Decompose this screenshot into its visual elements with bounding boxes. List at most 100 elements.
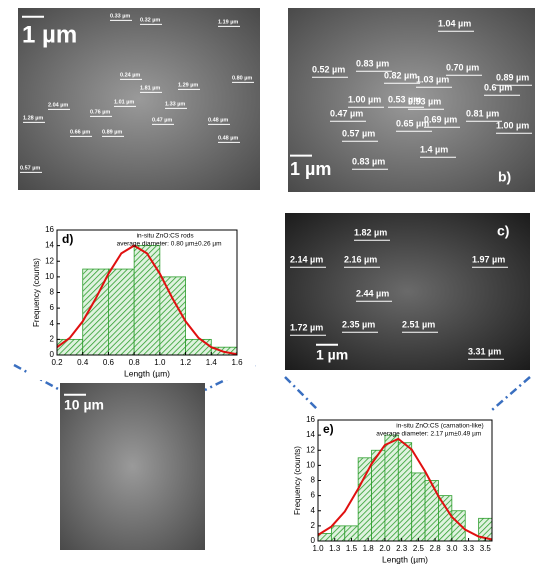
y-tick-label: 8 [311, 476, 316, 485]
annotation: average diameter: 0.80 µm±0.26 µm [117, 241, 222, 248]
x-tick-label: 0.8 [129, 358, 141, 367]
y-tick-label: 0 [50, 350, 55, 359]
y-axis-label: Frequency (counts) [293, 446, 302, 515]
x-tick-label: 1.4 [206, 358, 218, 367]
measure-label: 0.48 µm [208, 117, 228, 123]
measure-label: 0.47 µm [330, 108, 363, 118]
sem-image-d [60, 383, 205, 550]
measure-label: 0.57 µm [342, 128, 375, 138]
x-tick-label: 0.4 [77, 358, 89, 367]
y-tick-label: 8 [50, 288, 55, 297]
scale-bar-label: 1 µm [22, 21, 77, 48]
annotation: in-situ ZnO:CS rods [137, 233, 195, 240]
panel-label: c) [497, 223, 509, 239]
y-tick-label: 6 [50, 303, 55, 312]
measure-label: 2.35 µm [342, 319, 375, 329]
y-tick-label: 14 [45, 241, 54, 250]
measure-label: 0.89 µm [102, 129, 122, 135]
measure-label: 1.00 µm [496, 120, 529, 130]
histogram-bar [397, 442, 413, 542]
x-tick-label: 0.2 [51, 358, 63, 367]
x-tick-label: 1.5 [346, 544, 358, 553]
scale-bar-label: 10 µm [64, 397, 104, 413]
measure-label: 0.33 µm [110, 13, 130, 19]
measure-label: 0.6 µm [484, 82, 512, 92]
measure-label: 0.89 µm [496, 72, 529, 82]
x-tick-label: 2.8 [430, 544, 442, 553]
measure-label: 0.80 µm [232, 75, 252, 81]
sem-image-b [288, 8, 535, 192]
measure-label: 0.83 µm [352, 156, 385, 166]
histogram-bar [133, 245, 161, 356]
histogram-bar [330, 525, 346, 542]
measure-label: 0.83 µm [356, 58, 389, 68]
histogram-bar [159, 276, 186, 356]
zoom-lines [13, 363, 531, 411]
measure-label: 0.65 µm [396, 118, 429, 128]
measure-label: 0.93 µm [408, 96, 441, 106]
fit-curve [317, 437, 493, 541]
measure-label: 1.00 µm [348, 94, 381, 104]
annotation: average diameter: 2.17 µm±0.49 µm [376, 431, 481, 438]
y-tick-label: 12 [45, 256, 54, 265]
measure-label: 3.31 µm [468, 346, 501, 356]
measure-label: 0.52 µm [312, 64, 345, 74]
measure-label: 2.44 µm [356, 288, 389, 298]
x-tick-label: 1.0 [154, 358, 166, 367]
x-tick-label: 0.6 [103, 358, 115, 367]
y-tick-label: 4 [50, 319, 55, 328]
histogram-bar [384, 434, 399, 542]
measure-label: 2.14 µm [290, 254, 323, 264]
x-tick-label: 3.5 [480, 544, 492, 553]
x-tick-label: 1.6 [231, 358, 243, 367]
measure-label: 0.76 µm [90, 109, 110, 115]
measure-label: 0.57 µm [20, 165, 40, 171]
x-tick-label: 1.8 [363, 544, 375, 553]
measure-label: 1.03 µm [416, 74, 449, 84]
histogram-bar [424, 480, 439, 542]
measure-label: 0.48 µm [218, 135, 238, 141]
measure-label: 2.51 µm [402, 319, 435, 329]
annotation: in-situ ZnO:CS (carnation-like) [396, 423, 483, 430]
fit-curve [56, 244, 238, 356]
measure-label: 0.32 µm [140, 17, 160, 23]
y-tick-label: 14 [306, 430, 315, 439]
x-axis-label: Length (µm) [124, 368, 170, 378]
y-tick-label: 0 [311, 536, 316, 545]
x-tick-label: 3.0 [446, 544, 458, 553]
scale-bar-label: 1 µm [316, 347, 348, 363]
measure-label: 1.81 µm [140, 85, 160, 91]
measure-label: 0.81 µm [466, 108, 499, 118]
panel-label: d) [62, 232, 73, 246]
measure-label: 0.53 µm [388, 94, 421, 104]
measure-label: 1.82 µm [354, 227, 387, 237]
y-tick-label: 16 [45, 225, 54, 234]
y-tick-label: 2 [50, 334, 55, 343]
histogram-bar [108, 268, 135, 356]
histogram-bar [438, 495, 453, 542]
y-tick-label: 6 [311, 491, 316, 500]
measure-label: 1.97 µm [472, 254, 505, 264]
measure-label: 1.04 µm [438, 18, 471, 28]
measure-label: 0.70 µm [446, 62, 479, 72]
panel-label: e) [323, 422, 334, 436]
sem-image-a [18, 8, 260, 190]
histogram-bar [185, 338, 212, 356]
measure-label: 1.28 µm [23, 115, 43, 121]
y-axis-label: Frequency (counts) [32, 258, 41, 327]
histogram-bar [56, 338, 84, 356]
measure-label: 0.66 µm [70, 129, 90, 135]
x-tick-label: 2.3 [396, 544, 408, 553]
y-tick-label: 2 [311, 521, 316, 530]
y-tick-label: 10 [45, 272, 54, 281]
y-tick-label: 16 [306, 415, 315, 424]
histogram-bar [357, 457, 372, 542]
x-tick-label: 2.0 [379, 544, 391, 553]
panel-label: b) [498, 169, 511, 185]
histogram-bar [371, 449, 386, 542]
measure-label: 2.04 µm [48, 102, 68, 108]
histogram-bar [411, 472, 426, 542]
measure-label: 1.29 µm [178, 82, 198, 88]
measure-label: 0.47 µm [152, 117, 172, 123]
